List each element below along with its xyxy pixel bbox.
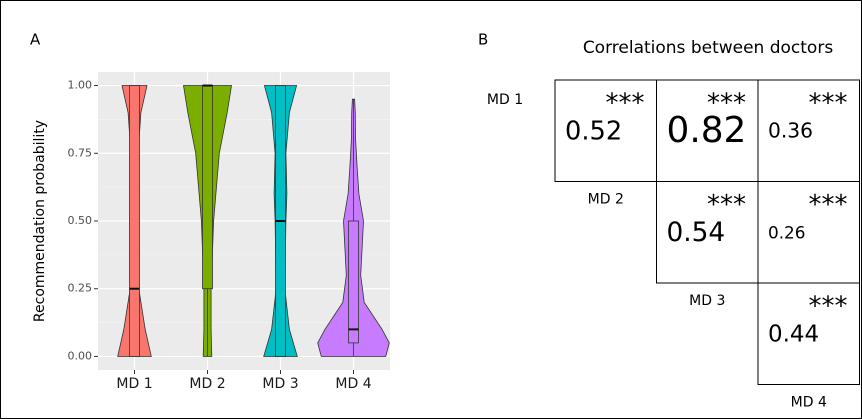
significance: *** xyxy=(707,89,746,119)
column-label: MD 3 xyxy=(689,293,725,309)
panel-label: B xyxy=(478,31,488,49)
cell xyxy=(656,79,759,182)
cell xyxy=(656,181,759,284)
cell xyxy=(554,79,657,182)
panel-b: B Correlations between doctors ***0.52**… xyxy=(478,31,860,411)
box xyxy=(202,85,213,290)
correlation-value: 0.26 xyxy=(768,223,805,243)
significance: *** xyxy=(809,292,848,322)
correlation-value: 0.52 xyxy=(565,117,622,147)
y-tick-label: 0.25 xyxy=(68,282,93,295)
column-label: MD 2 xyxy=(588,192,624,208)
significance: *** xyxy=(707,190,746,220)
y-tick-label: 0.00 xyxy=(68,349,93,362)
x-tick-label: MD 3 xyxy=(262,376,298,392)
cell xyxy=(757,181,860,284)
significance: *** xyxy=(809,190,848,220)
y-tick-label: 1.00 xyxy=(68,79,93,92)
significance: *** xyxy=(809,89,848,119)
correlation-value: 0.82 xyxy=(667,110,747,151)
box xyxy=(129,85,140,357)
row-label: MD 1 xyxy=(487,92,523,108)
correlation-value: 0.36 xyxy=(768,119,813,143)
y-axis-title: Recommendation probability xyxy=(32,120,48,322)
chart-title: Correlations between doctors xyxy=(583,38,834,58)
panel-label: A xyxy=(30,31,41,49)
column-label: MD 4 xyxy=(791,395,827,411)
correlation-value: 0.44 xyxy=(768,322,819,348)
x-tick-label: MD 1 xyxy=(116,376,152,392)
x-tick-label: MD 2 xyxy=(189,376,225,392)
y-tick-label: 0.50 xyxy=(68,214,93,227)
box xyxy=(348,220,359,344)
x-tick-label: MD 4 xyxy=(335,376,371,392)
panel-a: A Recommendation probability 0.00 0.25 0.5… xyxy=(30,31,390,392)
y-tick-label: 0.75 xyxy=(68,146,93,159)
correlation-value: 0.54 xyxy=(667,218,726,248)
significance: *** xyxy=(606,89,645,119)
cell xyxy=(757,282,860,385)
cell xyxy=(757,79,860,182)
